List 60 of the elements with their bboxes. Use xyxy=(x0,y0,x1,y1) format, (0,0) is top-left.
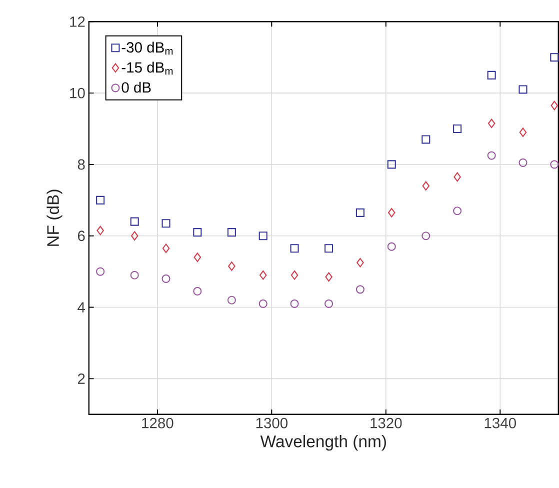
point xyxy=(422,231,430,240)
point xyxy=(325,272,332,282)
point xyxy=(550,160,559,169)
point xyxy=(422,181,430,190)
legend-label: -15 dB$_{m}$ xyxy=(122,62,173,75)
point xyxy=(550,100,558,110)
x-tick-label: 1340 xyxy=(484,418,516,428)
point xyxy=(324,299,334,308)
x-tick-label: 1300 xyxy=(256,418,288,428)
point xyxy=(259,270,267,280)
point xyxy=(227,228,236,236)
y-tick-label: 10 xyxy=(70,88,85,98)
y-tick-label: 4 xyxy=(78,302,85,312)
point xyxy=(130,270,139,280)
point xyxy=(290,270,298,280)
point xyxy=(96,226,104,236)
point xyxy=(518,85,528,94)
legend-label: 0 dB xyxy=(122,82,151,93)
point xyxy=(228,261,236,271)
point xyxy=(356,285,364,294)
point xyxy=(387,160,396,169)
y-tick-label: 2 xyxy=(78,373,85,384)
point xyxy=(194,252,202,262)
point xyxy=(258,231,268,240)
point xyxy=(388,208,396,218)
point xyxy=(227,296,236,304)
point xyxy=(453,206,462,216)
point xyxy=(454,172,461,182)
point xyxy=(130,217,139,226)
x-axis-title: Wavelength (nm) xyxy=(260,434,386,451)
point xyxy=(518,158,528,167)
point xyxy=(422,135,430,144)
point xyxy=(550,52,559,62)
y-tick-label: 6 xyxy=(78,230,85,241)
point xyxy=(193,228,202,236)
point xyxy=(96,267,105,276)
point xyxy=(193,286,202,296)
point xyxy=(324,244,334,253)
point xyxy=(487,70,496,80)
y-axis-title: NF (dB) xyxy=(46,190,62,246)
x-tick-label: 1280 xyxy=(142,418,174,428)
point xyxy=(290,299,299,308)
point xyxy=(162,274,170,283)
x-tick-label: 1320 xyxy=(370,418,402,428)
point xyxy=(258,299,268,308)
y-tick-label: 12 xyxy=(70,16,85,27)
point xyxy=(162,244,170,253)
point xyxy=(162,219,170,228)
point xyxy=(356,258,364,268)
point xyxy=(519,128,527,137)
y-tick-label: 8 xyxy=(78,159,85,170)
point xyxy=(488,118,496,128)
point xyxy=(130,231,138,240)
point xyxy=(290,244,299,253)
point xyxy=(356,208,364,217)
point xyxy=(96,196,105,204)
point xyxy=(487,151,496,160)
legend-label: -30 dB$_{m}$ xyxy=(122,42,173,55)
point xyxy=(453,124,462,133)
point xyxy=(387,242,396,251)
